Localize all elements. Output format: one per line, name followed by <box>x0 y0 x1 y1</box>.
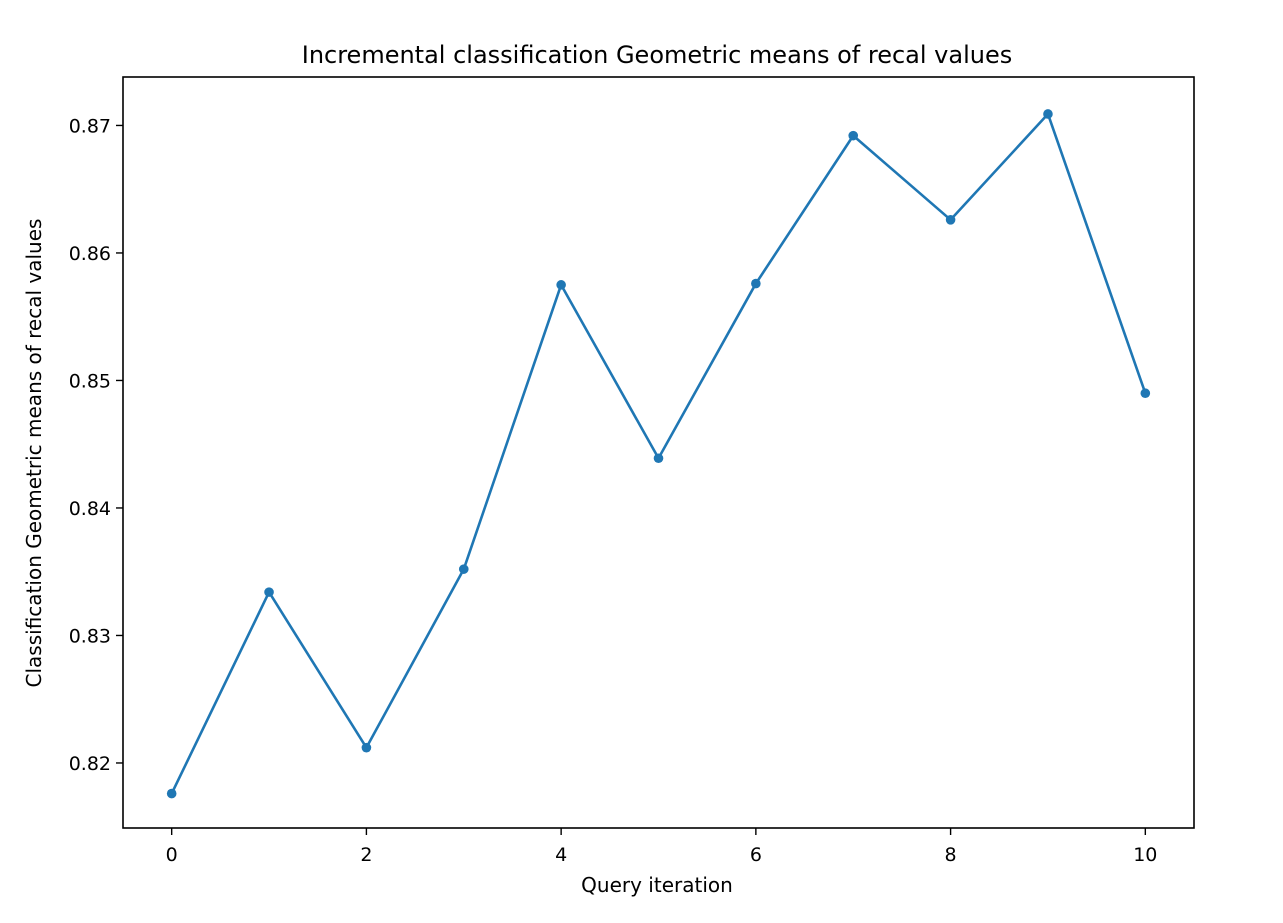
data-point <box>945 215 956 225</box>
y-tick-label: 0.86 <box>69 243 111 265</box>
y-tick-label: 0.87 <box>69 115 111 137</box>
data-point <box>653 453 664 464</box>
x-axis-label: Query iteration <box>581 873 733 897</box>
data-point <box>1140 388 1151 399</box>
series-markers <box>166 109 1151 799</box>
y-axis-label: Classification Geometric means of recal … <box>22 219 46 688</box>
data-point <box>1043 109 1053 119</box>
x-tick-label: 4 <box>555 844 567 866</box>
y-tick-label: 0.82 <box>69 753 111 775</box>
data-point <box>166 788 177 799</box>
y-axis-ticks: 0.82 0.83 0.84 0.85 0.86 0.87 <box>69 115 123 775</box>
x-tick-label: 0 <box>166 844 178 866</box>
data-point <box>264 587 274 597</box>
y-tick-label: 0.84 <box>69 498 111 520</box>
chart-title: Incremental classification Geometric mea… <box>302 41 1013 69</box>
x-tick-label: 10 <box>1133 844 1157 866</box>
data-point <box>848 130 859 141</box>
y-tick-label: 0.83 <box>69 625 111 647</box>
x-tick-label: 6 <box>750 844 762 866</box>
plot-area-frame <box>122 76 1195 829</box>
data-point <box>458 564 469 574</box>
data-point <box>556 280 566 290</box>
x-tick-label: 2 <box>360 844 372 866</box>
data-point <box>361 742 372 753</box>
x-axis-ticks: 0 2 4 6 8 10 <box>166 828 1157 866</box>
y-tick-label: 0.85 <box>69 370 111 392</box>
x-tick-label: 8 <box>945 844 957 866</box>
data-point <box>751 278 761 289</box>
